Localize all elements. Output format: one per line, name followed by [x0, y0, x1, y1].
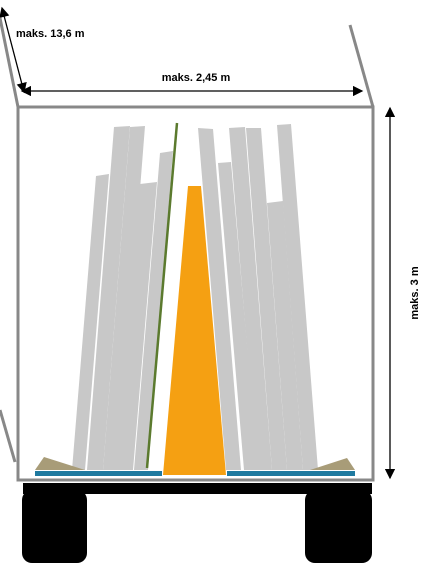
chassis	[22, 483, 372, 563]
width-label: maks. 2,45 m	[162, 72, 231, 84]
length-label: maks. 13,6 m	[16, 28, 85, 40]
height-label: maks. 3 m	[409, 266, 421, 319]
base	[35, 457, 355, 476]
strap	[145, 122, 179, 469]
dimension-arrows	[0, 6, 396, 480]
a-frame	[163, 186, 226, 475]
panels	[72, 124, 318, 470]
